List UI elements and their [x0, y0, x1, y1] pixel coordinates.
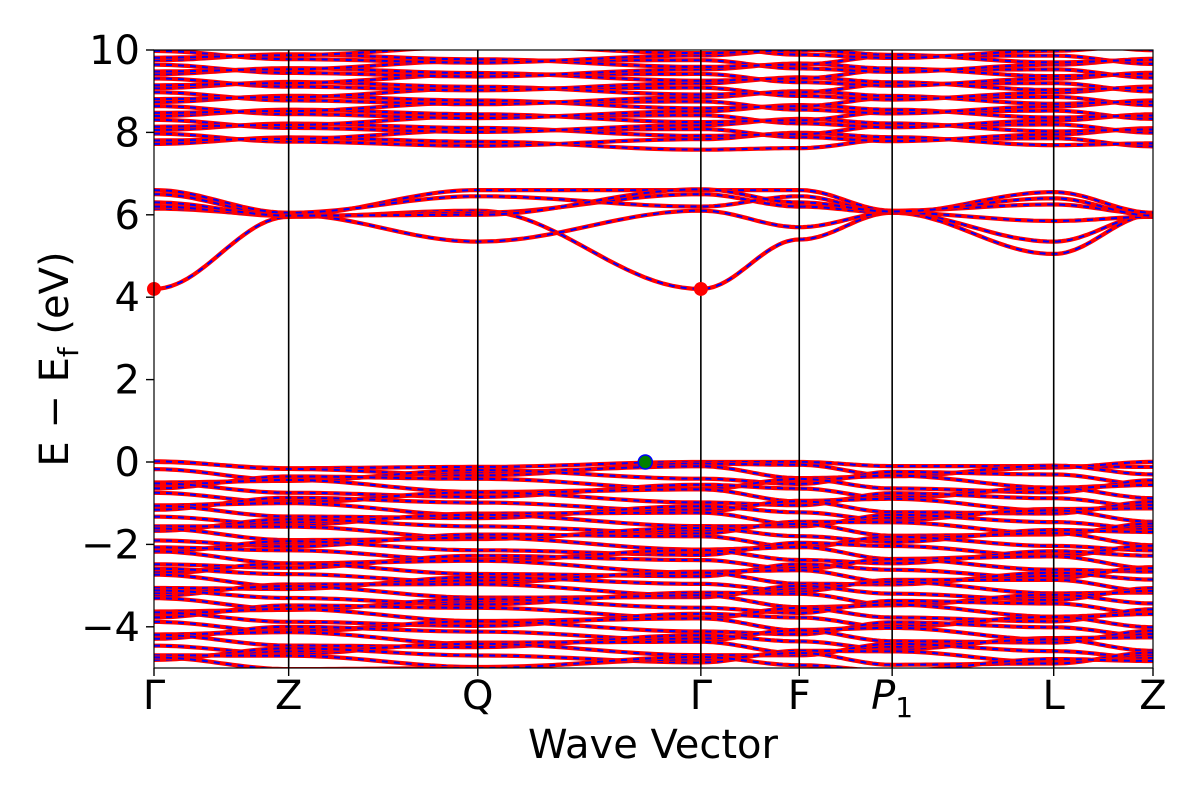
x-tick-label: Z	[275, 673, 302, 719]
y-axis-label-main: E − E	[32, 357, 78, 467]
y-tick-label: 6	[115, 193, 140, 239]
y-axis-label-sub: f	[52, 346, 85, 357]
band-line-spin-up	[154, 566, 1153, 585]
y-tick-label: 0	[115, 440, 140, 486]
band-line-spin-up	[154, 499, 1153, 518]
y-tick-label: 4	[115, 275, 140, 321]
band-line-spin-up	[154, 208, 1153, 292]
cbm-marker	[693, 281, 708, 296]
x-tick-label: Q	[462, 673, 493, 719]
x-tick-label: F	[788, 673, 811, 719]
band-line-spin-up	[154, 476, 1153, 495]
band-edge-markers	[147, 281, 708, 470]
band-lines	[154, 50, 1153, 668]
x-axis-label: Wave Vector	[528, 722, 779, 768]
band-line-spin-up	[154, 553, 1153, 572]
band-line-spin-down	[154, 207, 1153, 255]
band-line-spin-up	[154, 654, 1153, 668]
high-symmetry-lines	[287, 50, 1055, 668]
band-line-spin-up	[154, 650, 1153, 668]
y-axis-label: E − Ef (eV)	[32, 251, 85, 466]
y-tick-label: 2	[115, 358, 140, 404]
band-line-spin-down	[154, 209, 1153, 291]
y-tick-label: 10	[89, 28, 140, 74]
band-line-spin-down	[154, 189, 1153, 214]
x-tick-label: Z	[1139, 673, 1166, 719]
x-axis: Γ Z Q Γ F P1 L Z	[143, 668, 1167, 724]
x-tick-label: L	[1043, 673, 1066, 719]
y-tick-label: 8	[115, 110, 140, 156]
x-tick-label: P1	[871, 673, 913, 724]
band-line-spin-up	[154, 531, 1153, 550]
x-tick-label: Γ	[690, 673, 713, 719]
band-line-spin-up	[561, 50, 1153, 56]
plot-frame	[153, 49, 1154, 669]
band-line-spin-up	[154, 637, 1153, 656]
y-axis: −4 −2 0 2 4 6 8 10	[81, 28, 154, 651]
x-tick-label: Γ	[143, 673, 166, 719]
vbm-marker	[637, 454, 654, 470]
band-line-spin-down	[154, 188, 1153, 217]
band-line-spin-up	[154, 605, 1153, 624]
band-line-spin-up	[154, 628, 1153, 647]
y-tick-label: −2	[81, 522, 140, 568]
y-tick-label: −4	[81, 605, 140, 651]
y-axis-label-unit: (eV)	[32, 251, 78, 347]
